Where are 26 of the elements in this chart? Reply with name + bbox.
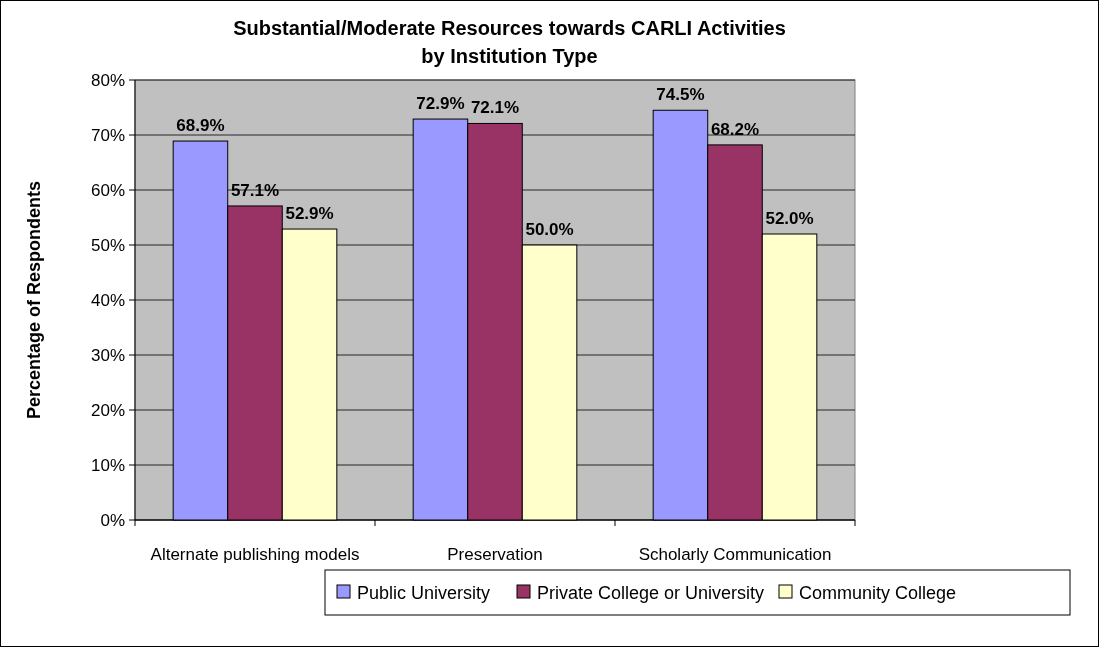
y-tick-label: 50% [90, 236, 125, 255]
data-label: 72.9% [416, 94, 465, 114]
legend-label: Public University [357, 583, 491, 603]
data-label: 72.1% [470, 98, 520, 118]
y-tick-label: 10% [90, 456, 125, 475]
y-tick-label: 60% [90, 181, 125, 200]
y-tick-label: 80% [90, 71, 125, 90]
y-axis-title: Percentage of Respondents [24, 180, 44, 420]
chart-title: Substantial/Moderate Resources towards CARLI Activities by Institution Type [233, 17, 786, 67]
y-tick-label: 40% [90, 291, 125, 310]
x-tick-label: Scholarly Communication [638, 545, 832, 564]
data-label: 57.1% [230, 180, 280, 200]
data-label: 74.5% [656, 85, 705, 105]
data-label: 68.2% [710, 119, 760, 139]
data-label: 50.0% [525, 220, 574, 239]
legend-label: Community College [799, 583, 957, 603]
y-tick-label: 20% [90, 401, 125, 420]
data-label: 52.0% [765, 209, 814, 228]
data-label: 52.9% [285, 204, 334, 224]
x-tick-label: Alternate publishing models [150, 545, 360, 564]
y-tick-label: 0% [100, 511, 125, 530]
data-label: 68.9% [176, 116, 225, 136]
y-tick-label: 70% [90, 126, 125, 145]
y-tick-label: 30% [90, 346, 125, 365]
legend-label: Private College or University [537, 583, 765, 603]
x-tick-label: Preservation [447, 545, 543, 564]
